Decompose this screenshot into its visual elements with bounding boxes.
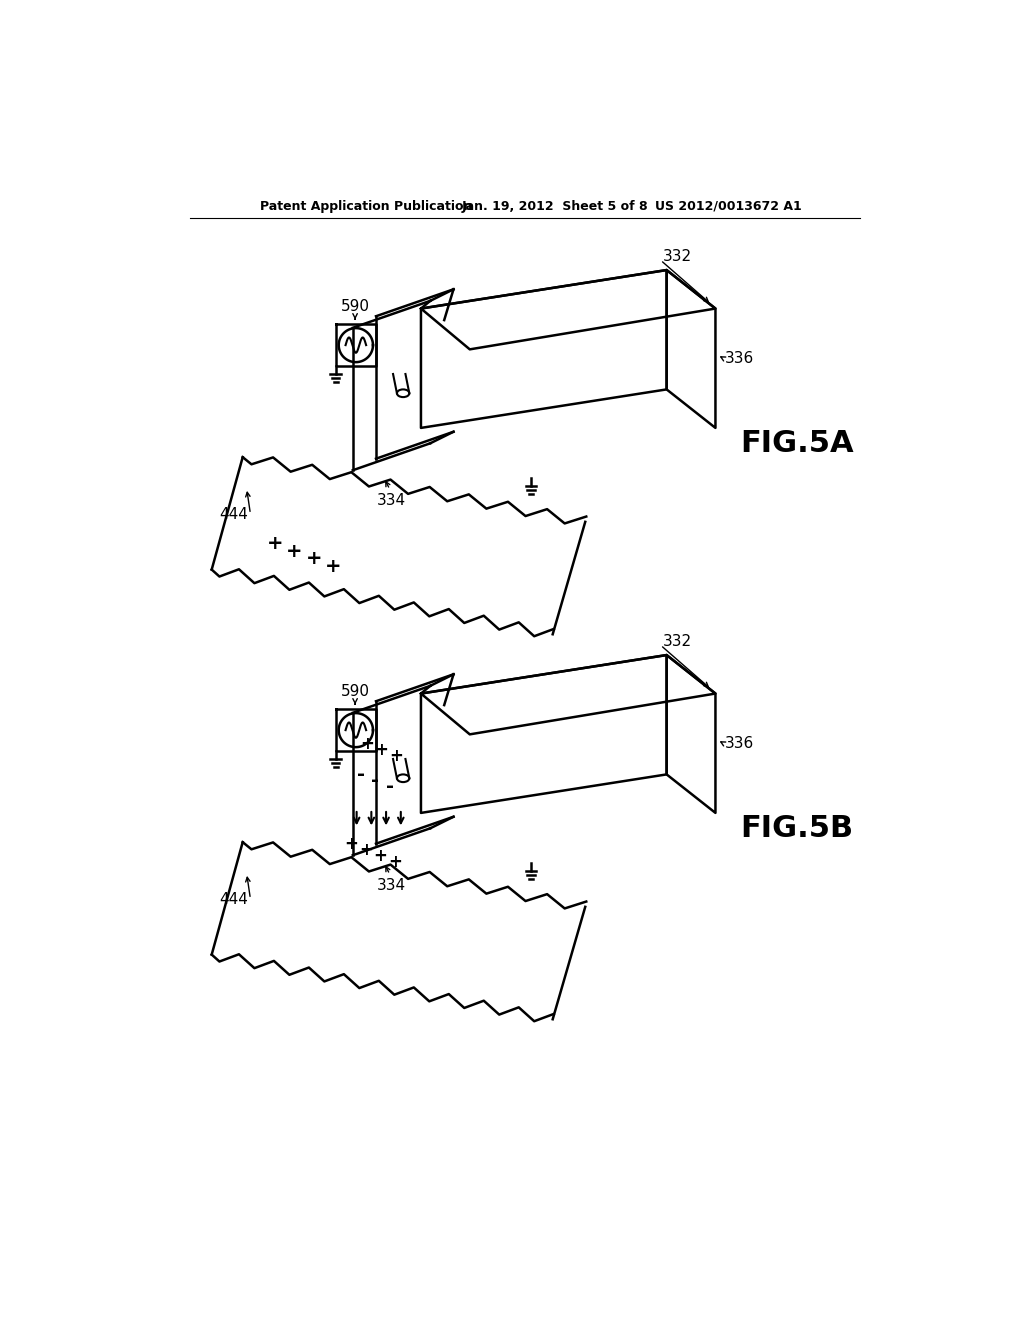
Text: +: + — [287, 541, 303, 561]
Text: +: + — [374, 847, 388, 865]
Text: 336: 336 — [725, 737, 754, 751]
Text: +: + — [306, 549, 323, 569]
Text: 590: 590 — [341, 298, 371, 314]
Text: 334: 334 — [377, 878, 407, 894]
Text: +: + — [375, 741, 388, 759]
Text: -: - — [372, 771, 379, 791]
Text: 332: 332 — [663, 635, 692, 649]
Text: +: + — [359, 841, 373, 859]
Text: +: + — [326, 557, 342, 576]
Text: 336: 336 — [725, 351, 754, 366]
Text: 334: 334 — [377, 494, 407, 508]
Text: +: + — [389, 747, 403, 764]
Text: 590: 590 — [341, 684, 371, 700]
Text: -: - — [386, 777, 394, 796]
Text: +: + — [267, 533, 284, 553]
Text: +: + — [388, 853, 402, 871]
Text: FIG.5A: FIG.5A — [740, 429, 854, 458]
Text: +: + — [344, 834, 358, 853]
Text: Jan. 19, 2012  Sheet 5 of 8: Jan. 19, 2012 Sheet 5 of 8 — [461, 199, 648, 213]
Text: 444: 444 — [219, 891, 248, 907]
Text: US 2012/0013672 A1: US 2012/0013672 A1 — [655, 199, 802, 213]
Text: 444: 444 — [219, 507, 248, 521]
Text: -: - — [356, 764, 365, 784]
Text: FIG.5B: FIG.5B — [740, 814, 853, 842]
Text: Patent Application Publication: Patent Application Publication — [260, 199, 472, 213]
Text: 332: 332 — [663, 249, 692, 264]
Text: +: + — [359, 735, 374, 752]
